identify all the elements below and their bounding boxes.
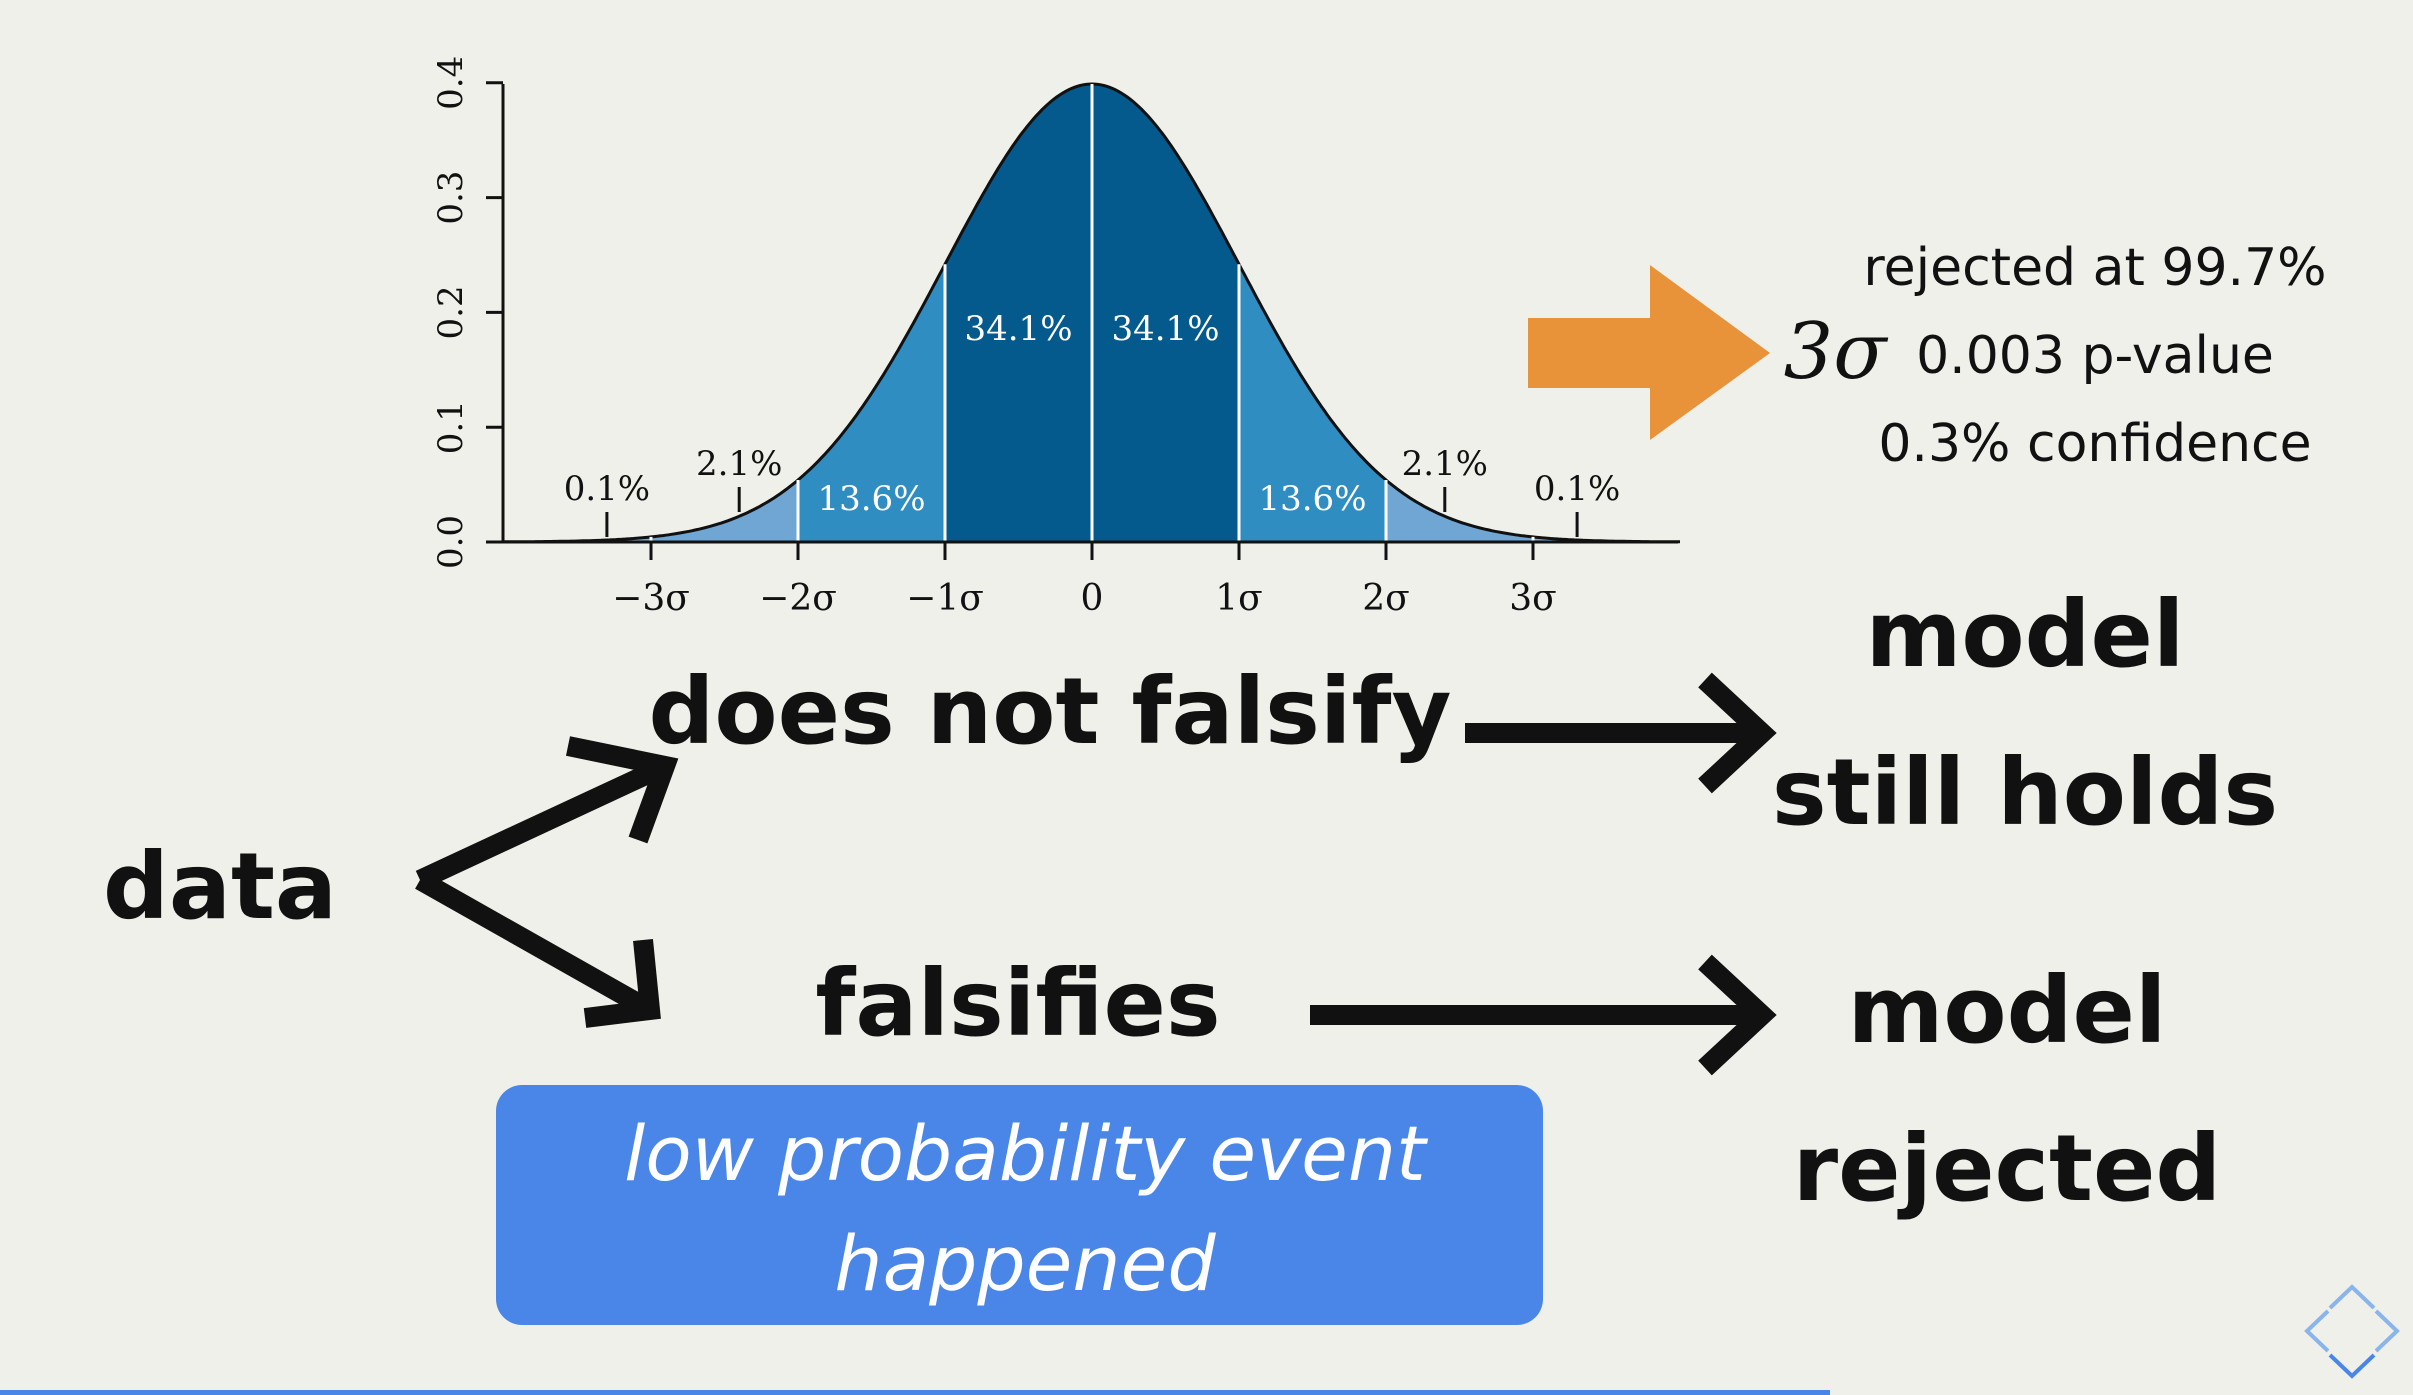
band-label: 13.6% (817, 479, 925, 519)
band-label: 0.1% (564, 469, 650, 509)
nav-down-icon[interactable] (2328, 1353, 2376, 1379)
density-curve (504, 82, 1680, 544)
upper-branch-arrow-icon (415, 756, 670, 890)
band-6 (1386, 480, 1533, 542)
upper-result-arrowhead-icon (1698, 672, 1777, 794)
upper-branch-arrowhead-icon (565, 736, 679, 844)
x-tick-label: −2σ (759, 578, 837, 619)
x-tick-label: 1σ (1215, 578, 1262, 619)
nav-left-icon[interactable] (2304, 1309, 2330, 1353)
sigma-line-rejected: rejected at 99.7% (1863, 238, 2326, 298)
band-label: 2.1% (696, 444, 782, 484)
y-tick-label: 0.1 (431, 400, 471, 454)
x-tick-label: −3σ (612, 578, 690, 619)
lower-result-line2: rejected (1793, 1115, 2221, 1222)
y-tick-label: 0.2 (431, 285, 471, 339)
lower-result-line1: model (1848, 957, 2167, 1064)
orange-arrow-icon (1528, 265, 1770, 440)
falsifies-label: falsifies (815, 950, 1220, 1057)
x-tick-label: −1σ (906, 578, 984, 619)
data-label: data (103, 833, 337, 940)
upper-result-line2: still holds (1772, 739, 2278, 846)
nav-up-icon[interactable] (2328, 1284, 2376, 1310)
y-tick-label: 0.3 (431, 171, 471, 225)
band-label: 34.1% (1111, 309, 1219, 349)
three-sigma-symbol: 3σ (1784, 307, 1889, 397)
band-1 (651, 480, 798, 542)
sigma-line-pvalue: 0.003 p-value (1916, 326, 2274, 386)
x-tick-label: 3σ (1509, 578, 1556, 619)
progress-bar (0, 1390, 1830, 1395)
normal-distribution-chart: 0.00.10.20.30.4 −3σ −2σ −1σ 0 1σ 2σ 3σ 34.1% 34… (431, 56, 1680, 619)
band-label: 2.1% (1402, 444, 1488, 484)
band-labels: 34.1% 34.1% 13.6% 13.6% 2.1% 2.1% 0.1% 0.1% (564, 309, 1620, 537)
band-label: 13.6% (1258, 479, 1366, 519)
sigma-dividers (649, 84, 1535, 542)
band-label: 34.1% (964, 309, 1072, 349)
lower-result-arrowhead-icon (1698, 954, 1777, 1076)
nav-right-icon[interactable] (2374, 1309, 2400, 1353)
lower-branch-arrowhead-icon (583, 939, 661, 1028)
x-tick-label: 2σ (1362, 578, 1409, 619)
lower-branch-arrow-icon (415, 871, 655, 1019)
note-line2: happened (834, 1219, 1216, 1308)
note-box (496, 1085, 1543, 1325)
y-axis-ticks: 0.0 0.1 0.2 0.3 0.4 (431, 56, 503, 569)
upper-result-line1: model (1866, 581, 2185, 688)
note-line1: low probability event (624, 1109, 1429, 1198)
x-axis-ticks: −3σ −2σ −1σ 0 1σ 2σ 3σ (612, 542, 1557, 619)
x-tick-label: 0 (1081, 578, 1104, 619)
branch-arrows (415, 736, 679, 1028)
band-label: 0.1% (1534, 469, 1620, 509)
sigma-line-confidence: 0.3% confidence (1878, 414, 2311, 474)
y-tick-label: 0.4 (431, 56, 471, 110)
y-tick-label: 0.0 (431, 515, 471, 569)
result-arrows (1310, 672, 1777, 1076)
does-not-falsify-label: does not falsify (649, 658, 1452, 765)
diamond-nav-icon[interactable] (2304, 1284, 2400, 1379)
